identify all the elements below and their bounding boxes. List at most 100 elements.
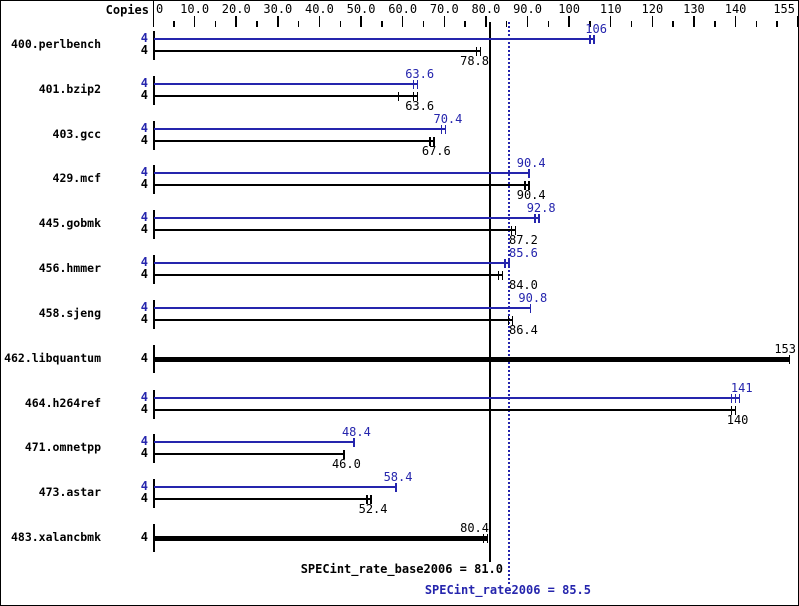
- benchmark-label: 458.sjeng: [38, 306, 101, 320]
- base-bar: [154, 357, 790, 362]
- bar-end-mark: [730, 394, 733, 403]
- peak-bar: [154, 441, 355, 443]
- bar-end-mark: [507, 316, 510, 325]
- x-tick-label: 70.0: [429, 2, 459, 16]
- bar-end-mark: [475, 47, 478, 56]
- peak-bar: [154, 172, 530, 174]
- base-value-label: 63.6: [405, 99, 435, 113]
- x-minor-tick: [672, 21, 674, 27]
- base-bar: [154, 498, 372, 500]
- x-major-tick: [443, 16, 446, 27]
- x-minor-tick: [776, 21, 778, 27]
- base-bar: [154, 140, 435, 142]
- x-minor-tick: [214, 21, 217, 27]
- bar-end-mark: [482, 534, 485, 543]
- benchmark-label: 483.xalancbmk: [10, 530, 101, 544]
- benchmark-label: 403.gcc: [52, 127, 101, 141]
- x-minor-tick: [173, 21, 175, 27]
- copies-value: 4: [140, 530, 148, 544]
- x-major-tick: [568, 16, 570, 27]
- copies-value: 4: [140, 300, 148, 314]
- group-axis-segment: [153, 210, 155, 239]
- bar-end-mark: [528, 169, 530, 178]
- copies-header: Copies: [105, 3, 149, 17]
- base-bar: [154, 409, 736, 411]
- bar-end-mark: [529, 304, 532, 313]
- benchmark-label: 462.libquantum: [4, 351, 101, 365]
- bar-end-mark: [440, 125, 443, 134]
- x-minor-tick: [755, 21, 758, 27]
- x-major-tick: [318, 16, 321, 27]
- bar-end-mark: [486, 534, 489, 543]
- peak-bar: [154, 262, 510, 264]
- bar-end-mark: [730, 406, 733, 415]
- x-major-tick: [734, 16, 737, 27]
- x-major-tick: [609, 16, 612, 27]
- bar-end-mark: [366, 495, 368, 504]
- peak-bar: [154, 217, 540, 219]
- group-axis-segment: [153, 434, 155, 463]
- x-tick-label: 120: [641, 2, 664, 16]
- bar-end-mark: [524, 181, 526, 190]
- x-minor-tick: [589, 21, 591, 27]
- bar-end-mark: [514, 226, 517, 235]
- bar-end-mark: [738, 394, 741, 403]
- bar-end-mark: [497, 271, 500, 280]
- copies-value: 4: [140, 390, 148, 404]
- x-tick-label: 30.0: [263, 2, 293, 16]
- copies-value: 4: [140, 434, 148, 448]
- base-bar: [154, 274, 503, 276]
- base-mean-label: SPECint_rate_base2006 = 81.0: [300, 562, 503, 576]
- x-minor-tick: [297, 21, 300, 27]
- benchmark-label: 429.mcf: [52, 171, 101, 185]
- group-axis-segment: [153, 121, 155, 150]
- copies-value: 4: [140, 267, 148, 281]
- x-tick-label: 140: [724, 2, 747, 16]
- x-tick-label: 130: [683, 2, 705, 16]
- group-axis-segment: [153, 31, 155, 60]
- base-value-label: 153: [774, 342, 796, 356]
- bar-end-mark: [429, 137, 431, 146]
- benchmark-label: 473.astar: [38, 485, 101, 499]
- copies-value: 4: [140, 76, 148, 90]
- bar-end-mark: [511, 316, 514, 325]
- x-major-tick: [235, 16, 237, 27]
- bar-end-mark: [416, 80, 419, 89]
- bar-end-mark: [734, 406, 737, 415]
- base-value-label: 90.4: [516, 188, 546, 202]
- base-bar: [154, 184, 530, 186]
- bar-end-mark: [444, 125, 447, 134]
- copies-value: 4: [140, 491, 148, 505]
- x-major-tick: [360, 16, 362, 27]
- peak-value-label: 90.8: [518, 291, 548, 305]
- peak-value-label: 141: [730, 381, 753, 395]
- x-minor-tick: [714, 21, 716, 27]
- bar-end-mark: [510, 226, 513, 235]
- x-minor-tick: [339, 21, 341, 27]
- base-value-label: 87.2: [508, 233, 538, 247]
- peak-value-label: 92.8: [526, 201, 556, 215]
- peak-value-label: 70.4: [433, 112, 463, 126]
- bar-end-mark: [528, 181, 530, 190]
- benchmark-label: 401.bzip2: [38, 82, 101, 96]
- base-value-label: 46.0: [331, 457, 361, 471]
- bar-end-mark: [412, 80, 415, 89]
- copies-value: 4: [140, 177, 148, 191]
- axis-line: [153, 1, 154, 27]
- x-minor-tick: [422, 21, 425, 27]
- group-axis-segment: [153, 300, 155, 329]
- x-tick-label: 0: [156, 2, 164, 16]
- copies-value: 4: [140, 402, 148, 416]
- base-value-label: 78.8: [460, 54, 489, 68]
- base-value-label: 86.4: [508, 323, 538, 337]
- group-axis-segment: [153, 255, 155, 284]
- copies-value: 4: [140, 312, 148, 326]
- base-bar: [154, 50, 481, 52]
- x-tick-label: 40.0: [304, 2, 334, 16]
- benchmark-label: 464.h264ref: [24, 396, 101, 410]
- x-major-tick: [526, 16, 529, 27]
- base-value-label: 140: [726, 413, 749, 427]
- bar-end-mark: [353, 438, 355, 447]
- copies-value: 4: [140, 255, 148, 269]
- bar-end-mark: [589, 35, 591, 44]
